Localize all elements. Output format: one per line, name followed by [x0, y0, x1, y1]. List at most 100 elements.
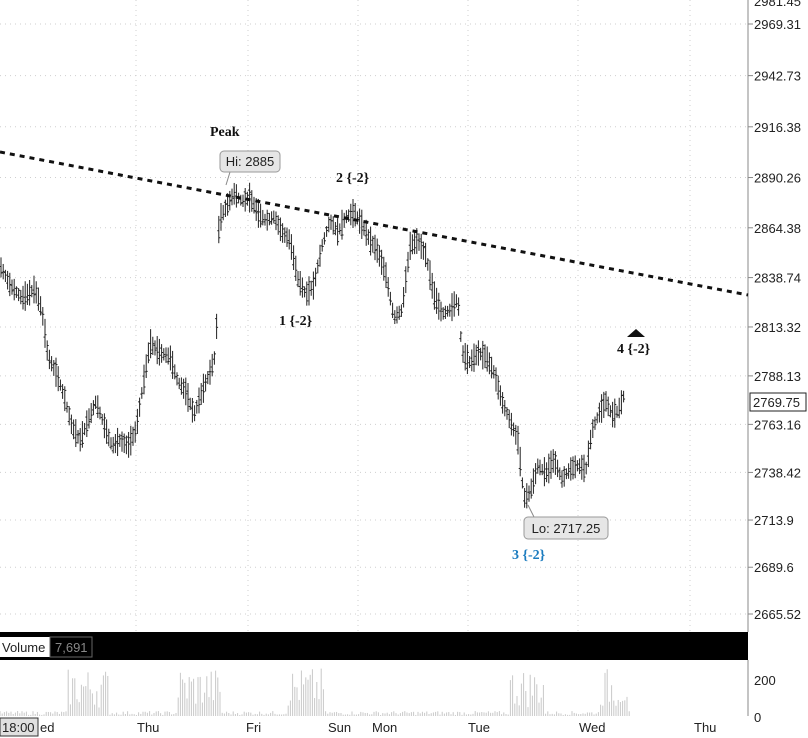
ohlc-bar [300, 277, 304, 298]
ohlc-bar [586, 440, 590, 468]
ohlc-bar [567, 463, 571, 479]
ohlc-bar [518, 446, 522, 477]
ohlc-bar [292, 245, 296, 270]
ohlc-bar [595, 412, 599, 424]
ohlc-bar [61, 384, 65, 399]
ohlc-bar [600, 394, 604, 423]
price-axis-top-label: 2981.45 [754, 0, 801, 9]
trend-line [0, 150, 749, 297]
ohlc-bar [204, 374, 208, 392]
wave-2-label: 2 {-2} [336, 171, 370, 186]
ohlc-bar [351, 199, 355, 228]
ohlc-bar [395, 306, 399, 324]
ohlc-bar [113, 434, 117, 454]
ohlc-bar [364, 219, 368, 246]
ohlc-bar [316, 259, 320, 274]
ohlc-bar [485, 346, 489, 372]
ohlc-bar [582, 454, 586, 483]
price-tick-label: 2942.73 [754, 69, 801, 84]
ohlc-bar [23, 281, 27, 311]
ohlc-bar [597, 402, 601, 423]
ohlc-bar [527, 485, 531, 502]
ohlc-bar [531, 468, 535, 494]
ohlc-bar [14, 286, 18, 298]
ohlc-bar [505, 407, 509, 420]
ohlc-bar [551, 449, 555, 473]
ohlc-bar [261, 209, 265, 226]
ohlc-bar [171, 350, 175, 379]
low-callout: Lo: 2717.25 [523, 504, 609, 540]
ohlc-bar [223, 199, 227, 218]
ohlc-bar [520, 477, 524, 489]
ohlc-bar [96, 395, 100, 418]
ohlc-bar [622, 390, 626, 403]
time-label-1800: 18:00 [2, 720, 35, 735]
ohlc-bar [584, 461, 588, 475]
ohlc-bar [219, 202, 223, 231]
ohlc-bar [10, 279, 14, 295]
time-label-mon: Mon [372, 720, 397, 735]
ohlc-bar [494, 367, 498, 392]
ohlc-bar [78, 428, 82, 452]
ohlc-bar [432, 281, 436, 310]
ohlc-bar [602, 391, 606, 419]
ohlc-bar [380, 249, 384, 275]
ohlc-bar [428, 260, 432, 290]
ohlc-bar [133, 421, 137, 443]
ohlc-bar [441, 307, 445, 320]
ohlc-bar [325, 226, 329, 237]
ohlc-bar [457, 297, 461, 316]
ohlc-bar [388, 291, 392, 306]
ohlc-bar [80, 421, 84, 448]
ohlc-bar [184, 377, 188, 406]
ohlc-bar [558, 467, 562, 481]
ohlc-bar [129, 425, 133, 456]
price-tick-label: 2916.38 [754, 120, 801, 135]
ohlc-bar [228, 190, 232, 211]
ohlc-bar [386, 277, 390, 297]
volume-label: Volume [2, 640, 45, 655]
ohlc-bar [536, 458, 540, 474]
ohlc-bar [160, 344, 164, 363]
ohlc-bar [272, 210, 276, 224]
ohlc-bar [142, 364, 146, 395]
ohlc-bar [296, 270, 300, 288]
ohlc-bar [210, 353, 214, 377]
ohlc-bar [127, 431, 131, 458]
ohlc-bar [454, 294, 458, 308]
ohlc-bar [613, 398, 617, 428]
ohlc-bar [208, 359, 212, 385]
ohlc-bar [109, 437, 113, 450]
ohlc-bar [58, 379, 62, 391]
ohlc-bar [382, 256, 386, 281]
ohlc-bar [593, 416, 597, 430]
ohlc-bar [360, 209, 364, 239]
time-label-tue: Tue [468, 720, 490, 735]
time-label-thu: Thu [137, 720, 159, 735]
ohlc-bar [8, 272, 12, 297]
ohlc-bar [140, 387, 144, 399]
ohlc-bar [3, 269, 7, 283]
ohlc-bar [542, 457, 546, 487]
ohlc-bar [146, 342, 150, 364]
price-tick-label: 2713.9 [754, 513, 794, 528]
ohlc-bar [276, 215, 280, 235]
ohlc-bar [371, 235, 375, 253]
ohlc-bar [564, 468, 568, 480]
ohlc-bar [503, 400, 507, 417]
high-callout-text: Hi: 2885 [226, 154, 274, 169]
ohlc-bar [217, 215, 221, 244]
ohlc-bar [413, 231, 417, 255]
ohlc-bar [98, 406, 102, 420]
ohlc-bar [12, 278, 16, 301]
ohlc-bar [391, 302, 395, 319]
ohlc-bar [336, 218, 340, 246]
ohlc-bar [331, 216, 335, 235]
last-price-value: 2769.75 [753, 395, 800, 410]
ohlc-bar [193, 405, 197, 422]
price-tick-label: 2864.38 [754, 221, 801, 236]
ohlc-bar [56, 366, 60, 392]
ohlc-bar [333, 221, 337, 236]
ohlc-bar [468, 356, 472, 369]
ohlc-bar [479, 347, 483, 361]
